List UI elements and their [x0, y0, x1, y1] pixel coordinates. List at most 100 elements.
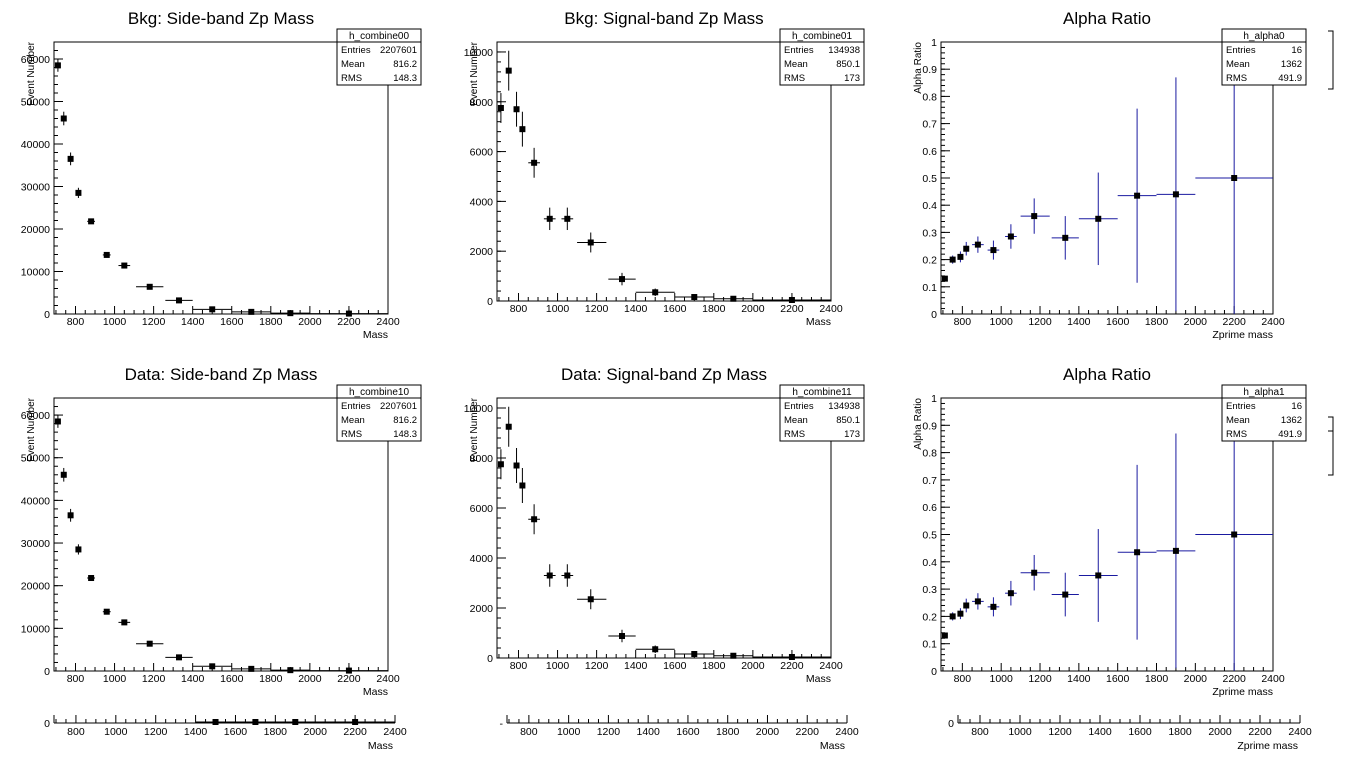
x-tick-label: 800	[67, 316, 85, 328]
marker	[1062, 234, 1069, 241]
marker	[513, 106, 520, 113]
x-tick-label: 1200	[1028, 316, 1052, 328]
marker	[287, 667, 294, 674]
marker	[248, 665, 255, 672]
x-tick-label: 1800	[702, 660, 726, 672]
y-tick-label: 60000	[21, 54, 50, 66]
marker	[54, 418, 61, 425]
strip-tick-label: 1000	[1008, 726, 1032, 738]
chart-p10: Data: Side-band Zp Mass 800 1000 1200 1400 16…	[21, 365, 422, 698]
marker	[587, 596, 594, 603]
y-tick-label: 0.7	[922, 119, 937, 131]
marker	[587, 239, 594, 246]
marker	[75, 189, 82, 196]
data-point	[497, 93, 504, 123]
stats-box-name: h_combine01	[792, 31, 852, 42]
x-tick-label: 1600	[220, 316, 244, 328]
marker	[287, 310, 294, 317]
data-point	[513, 448, 520, 483]
y-tick-label: 0	[487, 296, 493, 308]
y-tick-label: 0.2	[922, 255, 937, 267]
x-tick-label: 2000	[1184, 316, 1208, 328]
marker	[788, 654, 795, 660]
data-point	[1195, 42, 1273, 314]
strip-tick-label: 2200	[796, 726, 820, 738]
x-tick-label: 1600	[1106, 673, 1130, 685]
marker	[990, 247, 997, 254]
marker	[949, 256, 956, 263]
y-tick-label: 6000	[470, 503, 494, 515]
strip-tick-label: 1800	[264, 726, 288, 738]
x-tick-label: 2400	[1261, 316, 1285, 328]
x-tick-label: 2200	[1222, 673, 1246, 685]
x-tick-label: 1200	[585, 303, 609, 315]
data-point	[608, 629, 636, 643]
y-tick-label: 10000	[21, 267, 50, 279]
data-point	[505, 50, 512, 91]
stats-box-frame	[779, 384, 865, 442]
marker	[67, 512, 74, 519]
stats-key: RMS	[1226, 429, 1247, 440]
marker	[619, 633, 626, 639]
x-tick-label: 800	[954, 316, 972, 328]
data-point	[54, 59, 61, 72]
data-point	[192, 306, 232, 313]
marker	[103, 251, 110, 258]
marker	[531, 516, 538, 523]
x-tick-label: 1200	[585, 660, 609, 672]
marker	[788, 297, 795, 304]
y-tick-label: 0.6	[922, 502, 937, 514]
y-tick-label: 4000	[470, 196, 494, 208]
strip-tick-label: 2000	[304, 726, 328, 738]
data-point	[136, 640, 164, 647]
data-point	[513, 91, 520, 127]
data-point	[674, 294, 714, 301]
data-point	[54, 415, 61, 428]
data-point	[752, 297, 831, 304]
x-tick-label: 2400	[819, 660, 843, 672]
data-point	[577, 232, 607, 253]
data-point	[957, 608, 964, 620]
stats-box: h_combine00 Entries 2207601 Mean 816.2 RMS 148…	[336, 28, 422, 86]
data-point	[941, 275, 948, 282]
y-tick-label: 8000	[470, 97, 494, 109]
y-tick-label: 0.6	[922, 146, 937, 158]
data-point	[987, 240, 1000, 260]
marker	[209, 306, 216, 313]
marker	[513, 462, 520, 469]
data-point	[136, 283, 164, 290]
marker	[209, 663, 216, 670]
marker	[1231, 531, 1238, 538]
strip-data-point	[315, 719, 395, 725]
stats-value: 2207601	[380, 45, 417, 56]
marker	[546, 215, 553, 222]
strip-tick-label: 1400	[184, 726, 208, 738]
chart-title: Data: Signal-band Zp Mass	[561, 365, 767, 384]
stats-key: Mean	[341, 59, 365, 70]
marker	[949, 613, 956, 620]
x-tick-label: 1600	[220, 673, 244, 685]
y-tick-label: 0.1	[922, 639, 937, 651]
strip-tick-label: 1600	[224, 726, 248, 738]
stats-key: Entries	[341, 401, 371, 412]
x-tick-label: 2000	[741, 660, 765, 672]
y-tick-label: 20000	[21, 224, 50, 236]
data-point	[75, 187, 82, 198]
data-point	[1051, 216, 1079, 260]
data-point	[713, 652, 753, 659]
data-point	[309, 309, 388, 317]
x-tick-label: 800	[510, 660, 528, 672]
marker	[957, 610, 964, 617]
data-point	[309, 666, 388, 674]
x-tick-label: 1400	[1067, 673, 1091, 685]
x-tick-label: 2200	[780, 303, 804, 315]
x-tick-label: 1400	[181, 316, 205, 328]
chart-title: Data: Side-band Zp Mass	[125, 365, 318, 384]
strip-marker	[212, 719, 219, 725]
y-tick-label: 0.9	[922, 420, 937, 432]
y-tick-label: 30000	[21, 182, 50, 194]
marker	[1007, 233, 1014, 240]
